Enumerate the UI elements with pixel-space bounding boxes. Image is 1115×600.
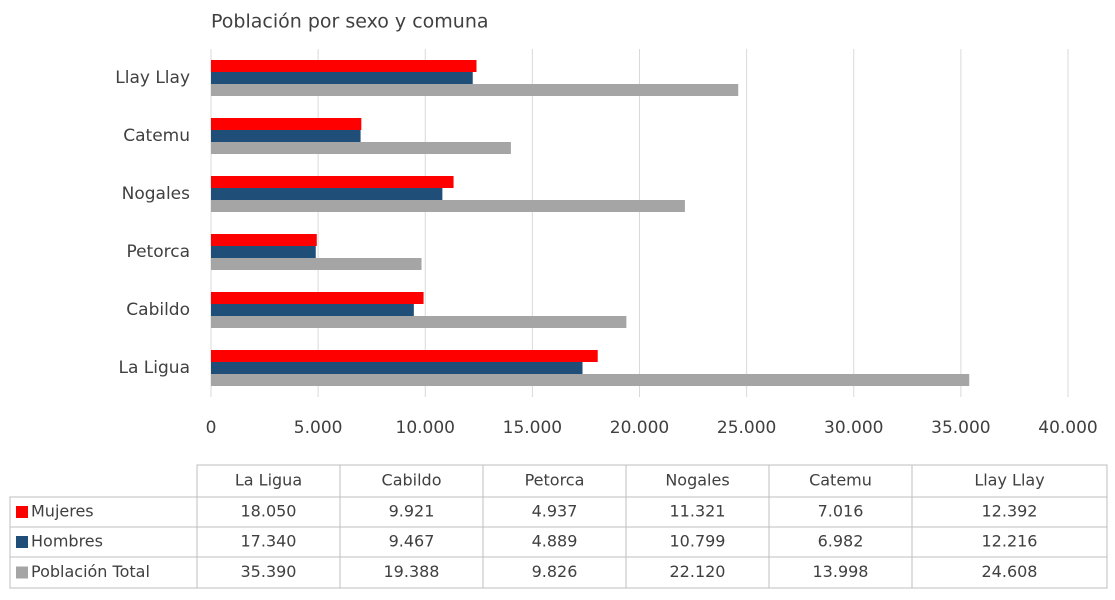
x-tick-label: 35.000 [931,418,990,438]
table-value: 11.321 [670,502,726,521]
y-tick-label: Cabildo [126,300,190,320]
bar [211,316,627,328]
legend-swatch [16,506,28,518]
table-value: 9.921 [389,502,435,521]
x-tick-label: 0 [206,418,217,438]
table-header: Petorca [525,471,585,490]
table-value: 24.608 [982,562,1038,581]
table-value: 13.998 [813,562,869,581]
table-value: 35.390 [241,562,297,581]
y-tick-label: Petorca [126,242,190,262]
table-value: 22.120 [670,562,726,581]
table-value: 12.392 [982,502,1038,521]
x-tick-label: 5.000 [294,418,343,438]
table-header: Catemu [809,471,872,490]
bar [211,84,739,96]
legend-label: Mujeres [31,502,94,521]
table-value: 12.216 [982,532,1038,551]
x-tick-label: 40.000 [1038,418,1097,438]
table-value: 10.799 [670,532,726,551]
bar [211,72,473,84]
table-value: 19.388 [384,562,440,581]
y-tick-label: Catemu [123,126,190,146]
x-tick-label: 30.000 [824,418,883,438]
table-header: La Ligua [235,471,302,490]
table-value: 18.050 [241,502,297,521]
legend-swatch [16,536,28,548]
table-value: 17.340 [241,532,297,551]
x-tick-label: 15.000 [503,418,562,438]
table-value: 4.937 [532,502,578,521]
bar [211,258,422,270]
table-body [9,496,1108,589]
bar [211,350,598,362]
bar [211,118,362,130]
x-tick-label: 20.000 [610,418,669,438]
legend-label: Hombres [31,532,103,551]
table-value: 9.826 [532,562,578,581]
table-value: 7.016 [818,502,864,521]
x-tick-label: 25.000 [717,418,776,438]
table-header: Nogales [665,471,729,490]
bar [211,304,414,316]
bar [211,362,583,374]
table-header: Llay Llay [974,471,1044,490]
table-header-cell [196,464,1108,498]
bar [211,142,511,154]
table-value: 4.889 [532,532,578,551]
bar [211,200,685,212]
table-value: 9.467 [389,532,435,551]
bar [211,188,443,200]
bar [211,60,477,72]
bar [211,176,454,188]
legend-label: Población Total [31,562,150,581]
bar [211,246,316,258]
table-value: 6.982 [818,532,864,551]
bar [211,234,317,246]
bar [211,130,361,142]
y-tick-label: La Ligua [119,358,190,378]
bar [211,374,970,386]
chart-title: Población por sexo y comuna [211,11,489,33]
y-tick-label: Llay Llay [115,68,190,88]
x-tick-label: 10.000 [396,418,455,438]
bar [211,292,424,304]
legend-swatch [16,566,28,579]
table-header: Cabildo [382,471,442,490]
y-tick-label: Nogales [122,184,191,204]
